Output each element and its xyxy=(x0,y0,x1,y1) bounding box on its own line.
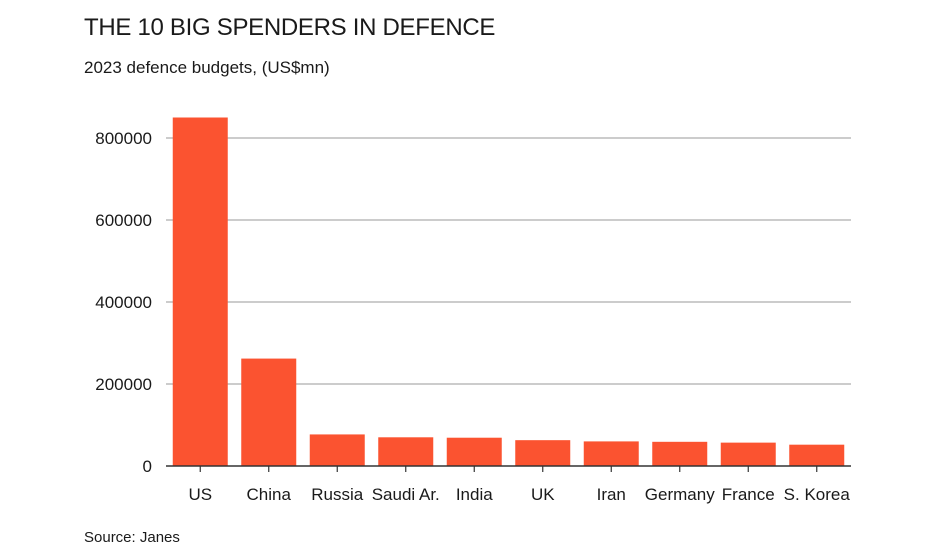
x-category-label: France xyxy=(722,485,775,504)
bar-iran xyxy=(583,441,639,466)
x-category-label: S. Korea xyxy=(784,485,851,504)
x-category-label: Russia xyxy=(311,485,364,504)
bar-us xyxy=(172,117,228,466)
bar-france xyxy=(720,442,776,466)
x-category-label: US xyxy=(188,485,212,504)
chart-title: THE 10 BIG SPENDERS IN DEFENCE xyxy=(84,14,496,41)
gridlines xyxy=(166,137,851,385)
bar-uk xyxy=(515,440,571,466)
x-axis-labels: US China Russia Saudi Ar. India UK Iran Germany… xyxy=(188,466,850,504)
x-category-label: India xyxy=(456,485,493,504)
bar-russia xyxy=(309,434,365,466)
bar-germany xyxy=(652,441,708,466)
y-tick-label: 200000 xyxy=(95,375,152,394)
y-tick-label: 400000 xyxy=(95,293,152,312)
x-category-label: Saudi Ar. xyxy=(372,485,440,504)
y-tick-label: 800000 xyxy=(95,129,152,148)
x-category-label: UK xyxy=(531,485,555,504)
x-category-label: China xyxy=(247,485,292,504)
bars xyxy=(166,117,851,467)
bar-india xyxy=(446,437,502,466)
x-category-label: Iran xyxy=(597,485,626,504)
y-axis-ticks: 0 200000 400000 600000 800000 xyxy=(95,129,152,476)
bar-s-korea xyxy=(789,444,845,466)
chart-subtitle: 2023 defence budgets, (US$mn) xyxy=(84,58,330,77)
y-tick-label: 0 xyxy=(143,457,152,476)
source-note: Source: Janes xyxy=(84,529,180,546)
bar-china xyxy=(241,358,297,466)
y-tick-label: 600000 xyxy=(95,211,152,230)
bar-saudi-ar xyxy=(378,437,434,466)
x-category-label: Germany xyxy=(645,485,715,504)
